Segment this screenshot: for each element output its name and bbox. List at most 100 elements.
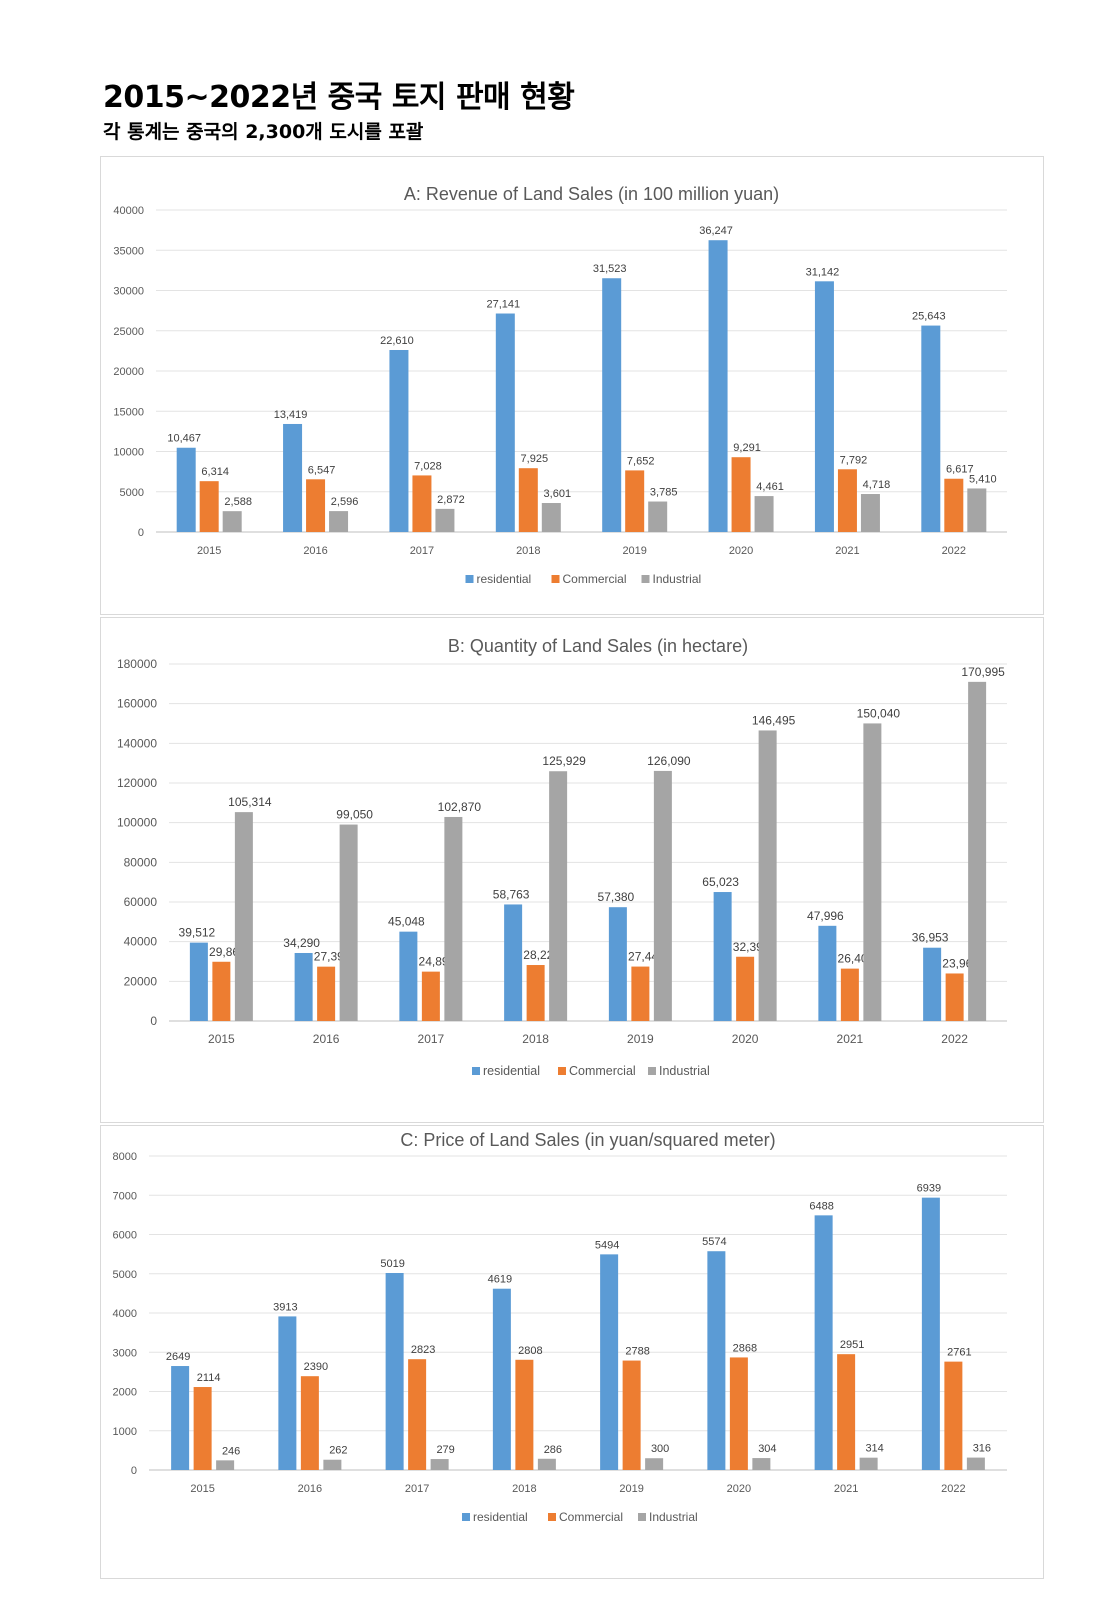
bar-industrial-2021 <box>859 1457 878 1470</box>
bar-commercial-2017 <box>412 475 432 532</box>
legend-label-commercial: Commercial <box>559 1510 623 1524</box>
legend-swatch-commercial <box>551 575 560 583</box>
x-tick-label: 2021 <box>834 1483 858 1495</box>
data-label: 146,495 <box>752 713 796 727</box>
bar-industrial-2018 <box>549 771 568 1021</box>
bar-industrial-2022 <box>968 681 987 1021</box>
legend-swatch-commercial <box>558 1067 566 1075</box>
data-label: 57,380 <box>598 890 635 904</box>
x-tick-label: 2016 <box>303 545 327 557</box>
data-label: 150,040 <box>857 706 901 720</box>
y-tick-label: 2000 <box>113 1387 137 1399</box>
y-tick-label: 40000 <box>124 935 158 949</box>
data-label: 7,652 <box>627 455 655 467</box>
bar-industrial-2015 <box>216 1460 235 1470</box>
data-label: 300 <box>651 1443 669 1455</box>
bar-residential-2021 <box>818 925 837 1021</box>
y-tick-label: 5000 <box>113 1269 137 1281</box>
data-label: 3913 <box>273 1301 297 1313</box>
legend-label-industrial: Industrial <box>659 1064 710 1078</box>
data-label: 2761 <box>947 1347 971 1359</box>
data-label: 4,461 <box>756 481 784 493</box>
y-tick-label: 35000 <box>113 245 144 257</box>
bar-commercial-2018 <box>526 965 545 1021</box>
bar-residential-2019 <box>602 278 622 532</box>
data-label: 34,290 <box>283 936 320 950</box>
data-label: 125,929 <box>542 754 586 768</box>
bar-commercial-2022 <box>944 1361 963 1470</box>
bar-residential-2018 <box>504 904 523 1021</box>
legend-swatch-industrial <box>641 575 650 583</box>
x-tick-label: 2015 <box>190 1483 214 1495</box>
data-label: 279 <box>436 1444 454 1456</box>
bar-commercial-2015 <box>199 481 219 532</box>
data-label: 99,050 <box>336 808 373 822</box>
y-tick-label: 1000 <box>113 1426 137 1438</box>
bar-industrial-2016 <box>329 511 349 532</box>
data-label: 6,547 <box>308 464 336 476</box>
data-label: 2868 <box>733 1342 757 1354</box>
data-label: 7,925 <box>521 453 549 465</box>
x-tick-label: 2021 <box>835 545 859 557</box>
legend-label-industrial: Industrial <box>653 572 702 586</box>
bar-residential-2020 <box>707 1251 726 1470</box>
x-tick-label: 2020 <box>729 545 753 557</box>
bar-industrial-2022 <box>966 1457 985 1470</box>
bar-residential-2018 <box>495 313 515 532</box>
y-tick-label: 10000 <box>113 447 144 459</box>
bar-commercial-2021 <box>837 1354 856 1470</box>
bar-industrial-2019 <box>645 1458 664 1470</box>
x-tick-label: 2017 <box>418 1032 445 1046</box>
data-label: 4,718 <box>863 479 891 491</box>
bar-industrial-2021 <box>863 723 882 1021</box>
x-tick-label: 2017 <box>405 1483 429 1495</box>
x-tick-label: 2022 <box>942 545 966 557</box>
legend-swatch-industrial <box>648 1067 656 1075</box>
legend-swatch-industrial <box>638 1513 646 1521</box>
bar-industrial-2015 <box>234 812 253 1021</box>
data-label: 47,996 <box>807 909 844 923</box>
bar-commercial-2021 <box>840 968 859 1021</box>
bar-industrial-2016 <box>323 1459 342 1470</box>
bar-residential-2022 <box>921 1197 940 1470</box>
y-tick-label: 20000 <box>113 366 144 378</box>
price-chart: C: Price of Land Sales (in yuan/squared … <box>113 1130 1007 1524</box>
x-tick-label: 2019 <box>627 1032 654 1046</box>
bar-commercial-2020 <box>731 457 751 532</box>
data-label: 22,610 <box>380 335 414 347</box>
data-label: 7,792 <box>840 454 868 466</box>
data-label: 262 <box>329 1445 347 1457</box>
data-label: 2649 <box>166 1351 190 1363</box>
bar-residential-2020 <box>713 892 732 1021</box>
x-tick-label: 2020 <box>727 1483 751 1495</box>
bar-commercial-2019 <box>622 1360 641 1470</box>
legend-label-residential: residential <box>477 572 532 586</box>
revenue-chart-panel: A: Revenue of Land Sales (in 100 million… <box>100 156 1044 615</box>
bar-industrial-2017 <box>435 508 455 532</box>
y-tick-label: 25000 <box>113 326 144 338</box>
y-tick-label: 7000 <box>113 1190 137 1202</box>
y-tick-label: 4000 <box>113 1308 137 1320</box>
y-tick-label: 160000 <box>117 697 157 711</box>
legend-label-commercial: Commercial <box>563 572 627 586</box>
y-tick-label: 80000 <box>124 855 158 869</box>
bar-commercial-2017 <box>421 971 440 1021</box>
data-label: 304 <box>758 1443 776 1455</box>
x-tick-label: 2020 <box>732 1032 759 1046</box>
bar-residential-2022 <box>923 947 942 1021</box>
bar-industrial-2015 <box>222 511 242 532</box>
bar-commercial-2015 <box>212 961 231 1021</box>
chart-title: C: Price of Land Sales (in yuan/squared … <box>400 1130 775 1150</box>
data-label: 31,523 <box>593 263 627 275</box>
bar-residential-2016 <box>294 952 313 1021</box>
data-label: 6,314 <box>201 466 229 478</box>
data-label: 9,291 <box>733 442 761 454</box>
data-label: 126,090 <box>647 754 691 768</box>
bar-residential-2018 <box>492 1288 511 1470</box>
bar-residential-2022 <box>921 325 941 532</box>
data-label: 246 <box>222 1445 240 1457</box>
bar-residential-2019 <box>608 907 627 1021</box>
x-tick-label: 2017 <box>410 545 434 557</box>
data-label: 2808 <box>518 1345 542 1357</box>
data-label: 31,142 <box>806 266 840 278</box>
